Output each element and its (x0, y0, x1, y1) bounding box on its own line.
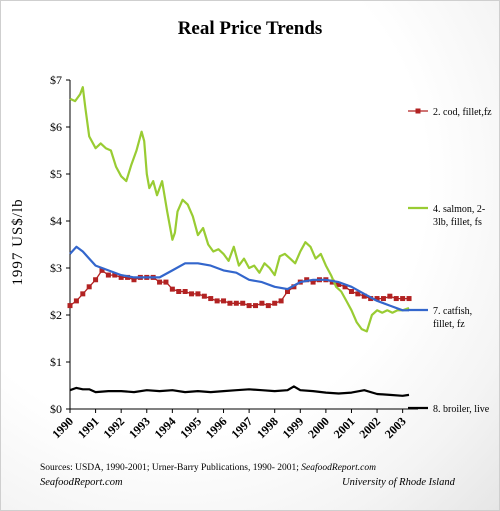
series-point-cod (86, 284, 92, 290)
y-tick-label: $7 (50, 73, 62, 87)
footer-left: SeafoodReport.com (40, 477, 123, 488)
series-point-cod (208, 296, 214, 302)
series-point-cod (310, 279, 316, 285)
series-line-3 (69, 385, 410, 397)
series-point-cod (272, 300, 278, 306)
x-tick-label: 1996 (203, 414, 230, 441)
series-point-cod (253, 303, 259, 309)
x-tick-label: 1997 (228, 414, 255, 441)
series-point-cod (125, 274, 131, 280)
series-line-2 (69, 245, 409, 312)
series-point-cod (105, 272, 111, 278)
legend-marker-cod (415, 108, 421, 114)
series-point-cod (278, 298, 284, 304)
series-point-cod (246, 303, 252, 309)
series-point-cod (214, 298, 220, 304)
x-tick-label: 1992 (100, 414, 127, 441)
series-point-cod (67, 303, 73, 309)
y-axis-label: 1997 US$/lb (10, 198, 26, 285)
series-point-cod (131, 277, 137, 283)
chart-title: Real Price Trends (177, 18, 323, 39)
series-point-cod (374, 296, 380, 302)
series-point-cod (118, 274, 124, 280)
series-point-cod (355, 291, 361, 297)
series-point-cod (73, 298, 79, 304)
x-tick-label: 2000 (305, 414, 332, 441)
series-point-cod (393, 296, 399, 302)
y-tick-label: $1 (50, 355, 62, 369)
series-point-cod (93, 277, 99, 283)
series-point-cod (348, 289, 354, 294)
legend-label-salmon: 4. salmon, 2-3lb, fillet, fs (433, 204, 486, 228)
series-point-cod (304, 277, 310, 283)
series-point-cod (80, 291, 86, 297)
legend-label-broiler: 8. broiler, live (433, 404, 490, 415)
series-point-cod (380, 296, 386, 302)
series-point-cod (112, 272, 118, 278)
x-tick-label: 1991 (75, 414, 102, 441)
series-point-cod (285, 289, 290, 294)
series-point-cod (189, 291, 195, 297)
series-point-cod (182, 289, 188, 294)
series-point-cod (342, 284, 348, 290)
series-point-cod (221, 298, 227, 304)
sources-note: Sources: USDA, 1990-2001; Urner-Barry Pu… (40, 463, 376, 473)
x-tick-label: 1995 (177, 414, 204, 441)
x-tick-label: 1990 (49, 414, 76, 441)
x-tick-label: 2002 (356, 414, 383, 441)
series-point-cod (265, 303, 271, 309)
series-point-cod (233, 300, 239, 306)
sources-text: Sources: USDA, 1990-2001; Urner-Barry Pu… (40, 463, 302, 473)
series-point-cod (259, 300, 265, 306)
series-point-cod (157, 279, 163, 285)
series-point-cod (169, 286, 175, 292)
footer-right: University of Rhode Island (342, 477, 455, 488)
series-point-cod (406, 296, 412, 302)
y-tick-label: $6 (50, 120, 62, 134)
y-tick-label: $4 (50, 214, 62, 228)
x-tick-label: 1993 (126, 414, 153, 441)
x-tick-label: 2001 (331, 414, 358, 441)
x-tick-label: 1999 (280, 414, 307, 441)
series-point-cod (387, 293, 393, 299)
series-point-cod (329, 279, 335, 285)
x-tick-label: 1994 (152, 414, 179, 441)
x-tick-label: 2003 (382, 414, 409, 441)
x-tick-label: 1998 (254, 414, 281, 441)
legend-label-cod: 2. cod, fillet,fz (433, 107, 492, 118)
legend-label-catfish: 7. catfish, fillet, fz (433, 306, 473, 330)
y-tick-label: $0 (50, 402, 62, 416)
series-point-cod (163, 279, 169, 285)
series-line-1 (69, 85, 410, 333)
y-tick-label: $3 (50, 261, 62, 275)
series-point-cod (201, 293, 207, 299)
series-point-cod (99, 267, 105, 273)
series-point-cod (361, 293, 367, 299)
series-point-cod (400, 296, 406, 302)
series-point-cod (227, 300, 233, 306)
y-tick-label: $5 (50, 167, 62, 181)
sources-site: SeafoodReport.com (301, 463, 376, 473)
series-point-cod (240, 300, 246, 306)
series-point-cod (195, 291, 201, 297)
series-point-cod (336, 281, 342, 287)
series-point-cod (176, 289, 182, 294)
y-tick-label: $2 (50, 308, 62, 322)
